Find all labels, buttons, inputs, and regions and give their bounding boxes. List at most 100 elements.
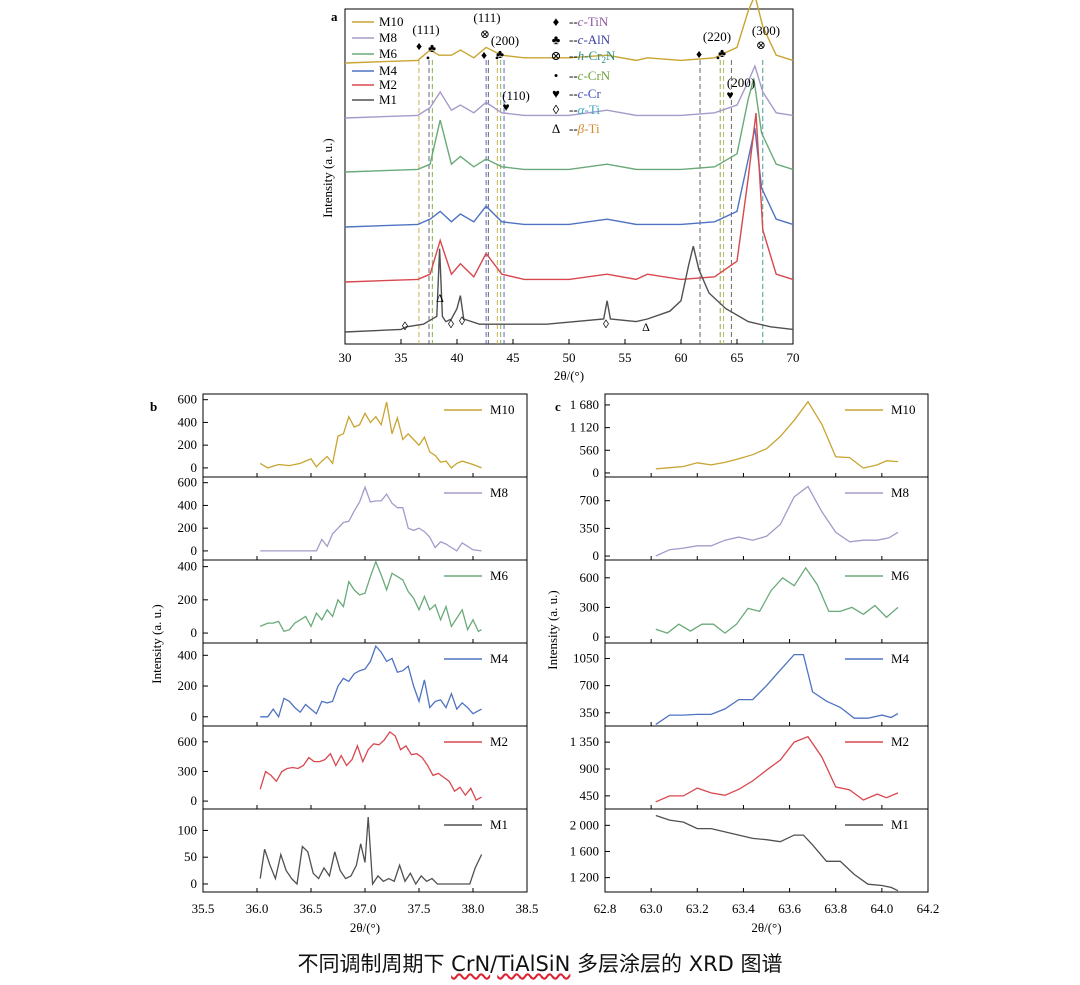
peak-phase-marker: •: [716, 51, 720, 65]
peak-phase-marker: ⊗: [480, 27, 490, 41]
subplot-frame-m10: [202, 393, 528, 478]
series-line-m6: [259, 559, 482, 633]
phase-prefix: --: [569, 68, 578, 83]
peak-phase-marker: ♦: [696, 47, 702, 61]
x-tick-label: 55: [619, 350, 632, 365]
legend-label-m4: M4: [379, 63, 398, 78]
phase-name: -TiN: [583, 14, 608, 29]
phase-italic: c: [578, 32, 584, 47]
caption-prefix: 不同调制周期下: [297, 952, 452, 976]
phase-name: -AlN: [583, 32, 610, 47]
x-axis-label: 2θ/(°): [554, 368, 584, 383]
y-tick-label: 1 350: [570, 734, 599, 749]
series-line-m1: [344, 246, 794, 333]
phase-italic: c: [578, 14, 584, 29]
series-line-m6: [655, 566, 899, 634]
series-line-m6: [344, 78, 794, 173]
phase-italic: β: [577, 121, 585, 136]
x-tick-label: 35: [395, 350, 408, 365]
legend-label-m2: M2: [891, 734, 909, 749]
y-tick-label: 700: [580, 493, 600, 508]
peak-phase-marker: Δ: [436, 291, 444, 305]
legend-label-m10: M10: [490, 402, 515, 417]
series-line-m4: [655, 653, 899, 725]
phase-italic: α: [578, 102, 586, 117]
peak-phase-marker: ♦: [416, 39, 422, 53]
y-tick-label: 200: [178, 592, 198, 607]
y-tick-label: 600: [178, 392, 198, 407]
subplot-frame-m8: [604, 476, 929, 561]
phase-italic: c: [578, 68, 584, 83]
phase-prefix: --: [569, 48, 578, 63]
xrd-figure: a 30 35 40 45 50 55 60 65 70 2θ/(°) Intensity (a. u…: [149, 0, 939, 935]
legend-label-m4: M4: [490, 651, 509, 666]
x-axis-label: 2θ/(°): [751, 920, 781, 935]
legend-label-m8: M8: [379, 30, 397, 45]
y-tick-label: 0: [191, 876, 198, 891]
y-tick-label: 600: [580, 570, 600, 585]
y-tick-label: 0: [593, 629, 600, 644]
caption-tialsin: TiAlSiN: [497, 952, 571, 976]
phase-name: -CrN: [583, 68, 610, 83]
peak-label: (111): [412, 22, 439, 37]
phase-symbol: ⊗: [551, 48, 562, 63]
phase-prefix: --: [569, 102, 578, 117]
subplot-frame-m4: [604, 642, 929, 727]
peak-phase-marker: ◊: [448, 317, 454, 331]
phase-legend-label: --β-Ti: [569, 121, 600, 136]
subplot-frame-m6: [604, 559, 929, 644]
y-tick-label: 450: [580, 788, 600, 803]
peak-label: (220): [703, 29, 731, 44]
y-tick-label: 350: [580, 705, 600, 720]
phase-prefix: --: [569, 14, 578, 29]
x-tick-label: 36.5: [300, 901, 323, 916]
phase-symbol: Δ: [552, 121, 560, 136]
phase-italic: c: [578, 86, 584, 101]
y-tick-label: 350: [580, 520, 600, 535]
peak-label: (200): [491, 33, 519, 48]
caption-slash: /: [490, 952, 498, 976]
peak-phase-marker: ◊: [459, 314, 465, 328]
legend-label-m10: M10: [891, 402, 916, 417]
phase-symbol: ♥: [552, 86, 560, 101]
y-tick-label: 400: [178, 497, 198, 512]
y-tick-label: 200: [178, 437, 198, 452]
figure-caption: 不同调制周期下 CrN/TiAlSiN 多层涂层的 XRD 图谱: [0, 948, 1080, 978]
phase-legend-label: --c-AlN: [569, 32, 611, 47]
phase-symbol: •: [554, 68, 559, 83]
y-tick-label: 300: [178, 763, 198, 778]
y-axis-label: Intensity (a. u.): [149, 604, 164, 683]
x-tick-label: 38.5: [516, 901, 539, 916]
series-line-m10: [655, 400, 899, 470]
y-tick-label: 0: [191, 460, 198, 475]
panel-a: a 30 35 40 45 50 55 60 65 70 2θ/(°) Intensity (a. u…: [320, 0, 800, 383]
y-tick-label: 400: [178, 647, 198, 662]
peak-phase-marker: ◊: [402, 319, 408, 333]
subplot-frame-m2: [202, 725, 528, 810]
peak-phase-marker: ♥: [726, 88, 733, 102]
peak-phase-marker: ♥: [502, 100, 509, 114]
y-tick-label: 1050: [573, 651, 599, 666]
legend-label-m6: M6: [379, 46, 398, 61]
legend-label-m8: M8: [891, 485, 909, 500]
subplot-frame-m4: [202, 642, 528, 727]
peak-phase-marker: ♣: [718, 46, 726, 60]
series-line-m4: [260, 644, 482, 719]
caption-suffix: 多层涂层的 XRD 图谱: [570, 952, 783, 976]
legend-label-m10: M10: [379, 14, 404, 29]
y-tick-label: 900: [580, 761, 600, 776]
phase-prefix: --: [569, 121, 578, 136]
y-tick-label: 2 000: [570, 817, 599, 832]
subplot-frame-m2: [604, 725, 929, 810]
phase-italic: h: [578, 48, 585, 63]
panel-c: 0 560 1 120 1 680 M10 0 350 700 M8 0 300 600 M6 350 70…: [545, 393, 939, 935]
series-line-m8: [344, 63, 794, 119]
y-tick-label: 560: [580, 442, 600, 457]
peak-phase-marker: ⊗: [756, 38, 766, 52]
legend-label-m1: M1: [379, 92, 397, 107]
legend-label-m6: M6: [891, 568, 910, 583]
caption-crn: CrN: [451, 952, 491, 976]
x-tick-label: 70: [787, 350, 800, 365]
phase-symbol: ♦: [553, 14, 560, 29]
subplot-frame-m8: [202, 476, 528, 561]
